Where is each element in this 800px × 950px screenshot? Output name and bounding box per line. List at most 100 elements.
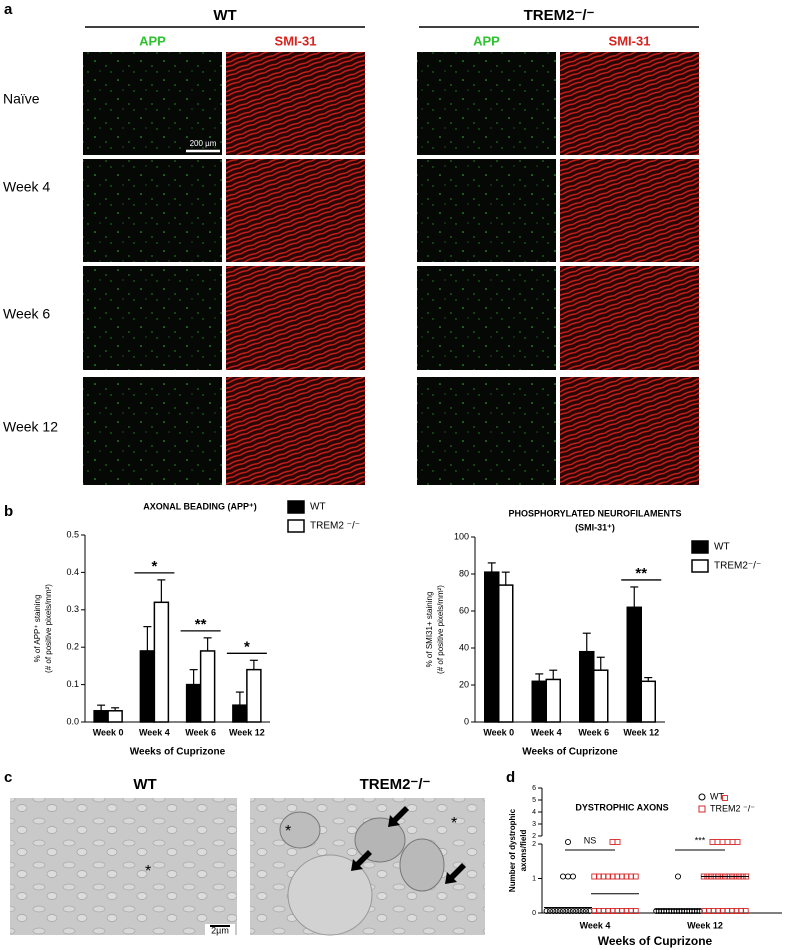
group-title: TREM2⁻/⁻ [360,776,431,793]
micrograph [560,266,699,370]
x-tick-label: Week 12 [687,920,723,930]
point [583,907,590,915]
y-tick-label: 100 [454,531,469,541]
significance-label: * [151,558,157,575]
legend-swatch [287,500,305,514]
significance-label: * [244,638,250,655]
y-tick-label: 3 [532,821,536,828]
legend-label: WT [310,502,326,513]
micrograph [83,377,222,485]
point [614,839,621,845]
axis-label: axons/field [519,829,528,871]
y-tick-label: 60 [459,605,469,615]
point [694,907,701,915]
chart-title: AXONAL BEADING (APP⁺) [143,501,257,511]
y-tick-label: 4 [532,809,536,816]
micrograph [226,52,365,155]
bar [484,571,500,723]
legend-swatch [691,540,709,554]
y-tick-label: 40 [459,642,469,652]
axis-label: Weeks of Cuprizone [598,934,713,948]
panel-label: d [506,769,515,786]
micrograph [226,377,365,485]
arrow [351,850,372,871]
row-label: Week 6 [3,306,50,322]
x-tick-label: Week 0 [483,727,514,737]
point [579,907,586,915]
em-image-wt [10,798,237,935]
legend-label: TREM2 ⁻/⁻ [310,521,360,532]
axis-label: (# of positive pixels/mm²) [44,584,53,673]
bar [107,710,123,723]
micrograph [560,52,699,155]
arrow [388,806,409,827]
panel-label: a [4,1,13,18]
point [559,873,567,880]
chart-title: PHOSPHORYLATED NEUROFILAMENTS [508,508,681,518]
x-tick-label: Week 4 [580,920,611,930]
bar [545,678,561,723]
significance-label: NS [584,835,597,845]
micrograph [226,266,365,370]
legend-swatch [691,559,709,573]
arrow [445,863,466,884]
bar [93,710,109,723]
micrograph [417,52,556,155]
micrograph [560,377,699,485]
legend-label: WT [710,791,724,801]
point [719,839,726,845]
point [546,907,553,915]
axis-label: Weeks of Cuprizone [522,747,618,758]
chart-title: (SMI-31⁺) [575,522,615,532]
bar [185,683,202,723]
point [553,907,560,915]
axis-label: % of APP⁺ staining [33,595,42,663]
point [564,838,572,846]
y-tick-label: 2 [532,841,536,848]
point [609,839,616,845]
micrograph [83,52,222,155]
marker: * [451,815,457,832]
point [543,907,550,915]
group-title: WT [213,7,236,24]
y-tick-label: 0.5 [66,529,79,539]
bar [531,680,547,723]
micrograph [417,159,556,262]
y-tick-label: 0.1 [66,679,79,689]
x-tick-label: Week 6 [185,727,216,737]
x-tick-label: Week 12 [623,727,659,737]
scale-bar-label: 200 µm [190,139,217,148]
stain-label: APP [139,33,166,48]
row-label: Week 4 [3,179,50,195]
axis-label: Weeks of Cuprizone [130,747,226,758]
micrograph [417,377,556,485]
point [724,839,731,845]
y-tick-label: 2 [532,833,536,840]
legend-label: WT [714,542,730,553]
significance-label: *** [695,835,706,845]
legend-marker [698,793,706,801]
point [563,907,570,915]
group-title: TREM2⁻/⁻ [524,7,595,24]
row-label: Naïve [3,91,40,107]
stain-label: APP [473,33,500,48]
point [632,873,639,880]
x-tick-label: Week 6 [578,727,609,737]
point [632,908,639,914]
bar [626,606,642,723]
legend-label: TREM2⁻/⁻ [714,561,761,572]
significance-label: ** [635,565,647,582]
point [742,908,749,914]
point [564,873,572,880]
bar [139,650,156,723]
legend-swatch [287,519,305,533]
scale-bar-label: 2µm [211,925,229,935]
micrograph [83,266,222,370]
x-tick-label: Week 4 [139,727,170,737]
axis-label: Number of dystrophic [508,808,517,892]
x-tick-label: Week 0 [93,727,124,737]
stain-label: SMI-31 [275,33,317,48]
point [576,907,583,915]
bar [498,584,514,723]
